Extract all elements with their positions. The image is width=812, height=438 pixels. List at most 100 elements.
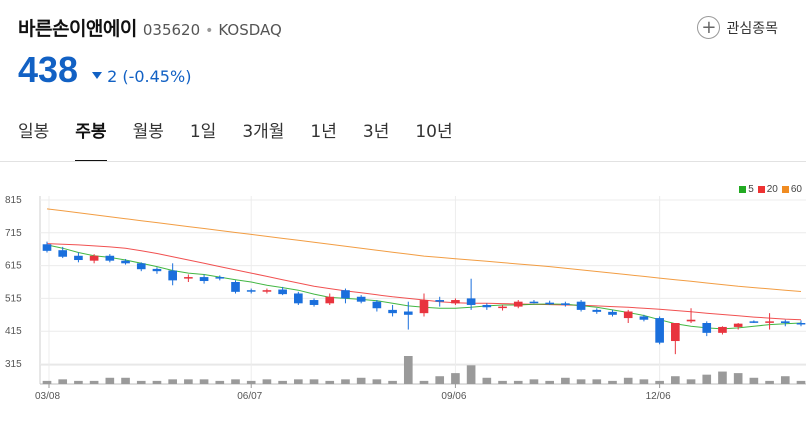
volume-bar [686, 379, 696, 384]
y-tick-label: 315 [5, 359, 22, 370]
candle-body [121, 260, 130, 264]
y-tick-label: 615 [5, 261, 22, 272]
candle-body [733, 323, 743, 327]
stock-code: 035620 [142, 21, 201, 39]
volume-bar [356, 377, 366, 384]
volume-bar [435, 376, 445, 384]
volume-bar [451, 373, 460, 384]
volume-bar [639, 379, 649, 384]
candle-body [419, 300, 429, 314]
candle-body [136, 263, 146, 270]
x-tick-label: 03/08 [35, 391, 60, 402]
candle-body [686, 319, 696, 322]
volume-bar [749, 377, 759, 384]
legend-label: 20 [766, 184, 778, 195]
candle-body [246, 290, 256, 292]
volume-bar [529, 379, 539, 384]
candle-body [74, 255, 83, 261]
volume-bar [152, 380, 162, 384]
tab-7[interactable]: 10년 [415, 122, 453, 142]
volume-bar [105, 377, 115, 384]
add-watchlist-button[interactable]: + 관심종목 [697, 16, 778, 39]
period-tabs: 일봉 주봉 월봉 1일 3개월 1년 3년 10년 [18, 117, 479, 162]
tab-3[interactable]: 1일 [189, 122, 217, 142]
volume-bar [121, 377, 130, 384]
candle-body [671, 323, 680, 342]
candle-body [152, 268, 162, 272]
candle-body [105, 255, 115, 261]
volume-bar [246, 380, 256, 384]
candle-body [718, 326, 727, 333]
current-price: 438 [18, 49, 79, 90]
candle-body [639, 316, 649, 320]
candle-body [89, 255, 99, 261]
stock-header: 바른손이앤에이 035620 • KOSDAQ [18, 14, 282, 44]
volume-bar [466, 365, 476, 384]
volume-bar [341, 379, 350, 384]
volume-bar [388, 380, 397, 384]
y-tick-label: 815 [5, 195, 22, 206]
candle-body [262, 290, 272, 292]
y-tick-label: 415 [5, 326, 22, 337]
candle-body [356, 296, 366, 302]
tab-5[interactable]: 1년 [310, 122, 337, 142]
tab-0[interactable]: 일봉 [18, 122, 50, 142]
x-tick-label: 12/06 [646, 391, 671, 402]
candle-body [58, 250, 68, 257]
volume-bar [702, 374, 712, 384]
volume-bar [545, 380, 554, 384]
volume-bar [671, 376, 680, 384]
ma60-line [46, 208, 802, 292]
volume-bar [168, 379, 177, 384]
y-tick-label: 715 [5, 228, 22, 239]
volume-bar [592, 379, 602, 384]
volume-bar [89, 380, 99, 384]
candle-body [498, 306, 507, 309]
candle-body [199, 277, 209, 282]
volume-bar [576, 379, 586, 384]
price-chart[interactable]: 815 715 615 515 415 315 03/08 06/07 09/06 12/06 [0, 178, 812, 438]
candle-body [215, 277, 225, 279]
tab-6[interactable]: 3년 [362, 122, 390, 142]
down-arrow-icon [92, 72, 103, 79]
candle-body [623, 311, 633, 319]
volume-bar [309, 379, 319, 384]
volume-bar [718, 371, 727, 384]
volume-bar [372, 379, 382, 384]
volume-bar [231, 379, 240, 384]
tab-1[interactable]: 주봉 [75, 117, 107, 162]
candle-body [451, 300, 460, 304]
candle-body [608, 311, 617, 315]
legend-item-ma60: 60 [781, 184, 802, 195]
volume-bar [419, 380, 429, 384]
tabs-divider [0, 161, 806, 162]
legend-label: 5 [748, 184, 754, 195]
volume-bar [74, 380, 83, 384]
volume-bar [42, 380, 52, 384]
tab-4[interactable]: 3개월 [242, 122, 285, 142]
candle-body [278, 289, 287, 295]
candle-body [561, 303, 570, 305]
legend-item-ma20: 20 [757, 184, 778, 195]
x-tick-label: 06/07 [237, 391, 262, 402]
volume-bar [215, 380, 225, 384]
quote-row: 438 2 (-0.45%) [18, 49, 191, 91]
tab-2[interactable]: 월봉 [132, 122, 164, 142]
volume-bar [796, 380, 806, 384]
candle-body [655, 318, 664, 343]
y-tick-label: 515 [5, 293, 22, 304]
candle-body [545, 302, 554, 305]
watchlist-label: 관심종목 [726, 20, 778, 37]
candle-body [341, 290, 350, 299]
volume-bar [325, 380, 335, 384]
candle-body [749, 321, 759, 323]
volume-bar [136, 380, 146, 384]
candle-body [576, 301, 586, 310]
volume-bar [513, 380, 523, 384]
candle-body [513, 301, 523, 307]
volume-bar [561, 377, 570, 384]
chart-legend: 5 20 60 [735, 184, 802, 195]
volume-bar [199, 379, 209, 384]
volume-bar [765, 380, 774, 384]
volume-bar [733, 373, 743, 384]
